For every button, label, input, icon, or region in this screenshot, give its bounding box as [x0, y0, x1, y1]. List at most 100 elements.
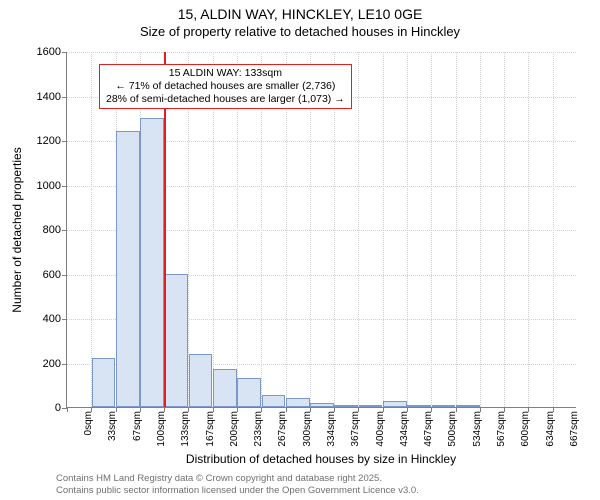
gridline-v	[553, 52, 554, 407]
histogram-bar	[334, 405, 358, 407]
xtick-label: 0sqm	[83, 411, 94, 435]
xtick-label: 534sqm	[472, 411, 483, 447]
xtick-mark	[504, 407, 505, 412]
histogram-bar	[456, 405, 480, 407]
xtick-mark	[116, 407, 117, 412]
callout-line2: ← 71% of detached houses are smaller (2,…	[106, 80, 345, 93]
xtick-label: 233sqm	[253, 411, 264, 447]
chart-title-sub: Size of property relative to detached ho…	[0, 24, 600, 40]
histogram-bar	[164, 274, 188, 408]
xtick-mark	[286, 407, 287, 412]
xtick-mark	[553, 407, 554, 412]
ytick-mark	[62, 186, 67, 187]
callout-line3: 28% of semi-detached houses are larger (…	[106, 93, 345, 106]
footer-line1: Contains HM Land Registry data © Crown c…	[56, 473, 419, 484]
xtick-label: 500sqm	[447, 411, 458, 447]
chart-title-block: 15, ALDIN WAY, HINCKLEY, LE10 0GE Size o…	[0, 0, 600, 40]
ytick-mark	[62, 52, 67, 53]
chart-area: 020040060080010001200140016000sqm33sqm67…	[66, 52, 576, 408]
xtick-mark	[188, 407, 189, 412]
gridline-v	[480, 52, 481, 407]
callout-line1: 15 ALDIN WAY: 133sqm	[106, 67, 345, 80]
ytick-mark	[62, 275, 67, 276]
gridline-v	[456, 52, 457, 407]
xtick-mark	[91, 407, 92, 412]
xtick-label: 467sqm	[423, 411, 434, 447]
ytick-label: 0	[55, 402, 61, 414]
xtick-mark	[67, 407, 68, 412]
xtick-label: 567sqm	[496, 411, 507, 447]
ytick-label: 1000	[37, 180, 61, 192]
gridline-v	[407, 52, 408, 407]
histogram-bar	[189, 354, 213, 407]
xtick-label: 67sqm	[132, 411, 143, 441]
xtick-mark	[140, 407, 141, 412]
histogram-bar	[213, 369, 237, 407]
xtick-mark	[480, 407, 481, 412]
ytick-label: 800	[43, 224, 61, 236]
ytick-label: 1400	[37, 91, 61, 103]
xtick-label: 100sqm	[156, 411, 167, 447]
xtick-label: 400sqm	[375, 411, 386, 447]
xtick-mark	[383, 407, 384, 412]
gridline-v	[91, 52, 92, 407]
gridline-v	[383, 52, 384, 407]
xtick-label: 434sqm	[399, 411, 410, 447]
xtick-mark	[164, 407, 165, 412]
gridline-v	[528, 52, 529, 407]
ytick-label: 200	[43, 358, 61, 370]
xtick-mark	[456, 407, 457, 412]
gridline-h	[67, 52, 576, 53]
plot-region: 020040060080010001200140016000sqm33sqm67…	[66, 52, 576, 408]
xtick-label: 133sqm	[180, 411, 191, 447]
xtick-label: 167sqm	[205, 411, 216, 447]
histogram-bar	[262, 395, 286, 407]
xtick-label: 600sqm	[520, 411, 531, 447]
histogram-bar	[310, 403, 334, 407]
ytick-mark	[62, 97, 67, 98]
histogram-bar	[92, 358, 116, 407]
xtick-mark	[261, 407, 262, 412]
xtick-mark	[334, 407, 335, 412]
histogram-bar	[286, 398, 310, 407]
y-axis-label: Number of detached properties	[10, 147, 24, 312]
xtick-mark	[310, 407, 311, 412]
ytick-mark	[62, 319, 67, 320]
xtick-label: 267sqm	[277, 411, 288, 447]
xtick-mark	[431, 407, 432, 412]
gridline-v	[504, 52, 505, 407]
chart-title-main: 15, ALDIN WAY, HINCKLEY, LE10 0GE	[0, 6, 600, 24]
histogram-bar	[237, 378, 261, 407]
histogram-bar	[407, 405, 431, 407]
gridline-v	[431, 52, 432, 407]
xtick-mark	[528, 407, 529, 412]
histogram-bar	[359, 405, 383, 407]
xtick-mark	[213, 407, 214, 412]
histogram-bar	[383, 401, 407, 407]
histogram-bar	[140, 118, 164, 407]
xtick-label: 634sqm	[545, 411, 556, 447]
ytick-mark	[62, 364, 67, 365]
ytick-label: 400	[43, 313, 61, 325]
callout-box: 15 ALDIN WAY: 133sqm← 71% of detached ho…	[99, 64, 352, 109]
ytick-label: 1200	[37, 135, 61, 147]
x-axis-label: Distribution of detached houses by size …	[66, 452, 576, 466]
xtick-label: 200sqm	[229, 411, 240, 447]
ytick-label: 1600	[37, 46, 61, 58]
histogram-bar	[116, 131, 140, 407]
footer-line2: Contains public sector information licen…	[56, 485, 419, 496]
histogram-bar	[432, 405, 456, 407]
xtick-label: 300sqm	[302, 411, 313, 447]
xtick-label: 33sqm	[107, 411, 118, 441]
ytick-mark	[62, 230, 67, 231]
xtick-label: 367sqm	[350, 411, 361, 447]
xtick-mark	[407, 407, 408, 412]
footer-attribution: Contains HM Land Registry data © Crown c…	[56, 473, 419, 496]
gridline-v	[358, 52, 359, 407]
ytick-mark	[62, 141, 67, 142]
xtick-mark	[358, 407, 359, 412]
xtick-label: 334sqm	[326, 411, 337, 447]
xtick-mark	[237, 407, 238, 412]
ytick-label: 600	[43, 269, 61, 281]
xtick-label: 667sqm	[569, 411, 580, 447]
